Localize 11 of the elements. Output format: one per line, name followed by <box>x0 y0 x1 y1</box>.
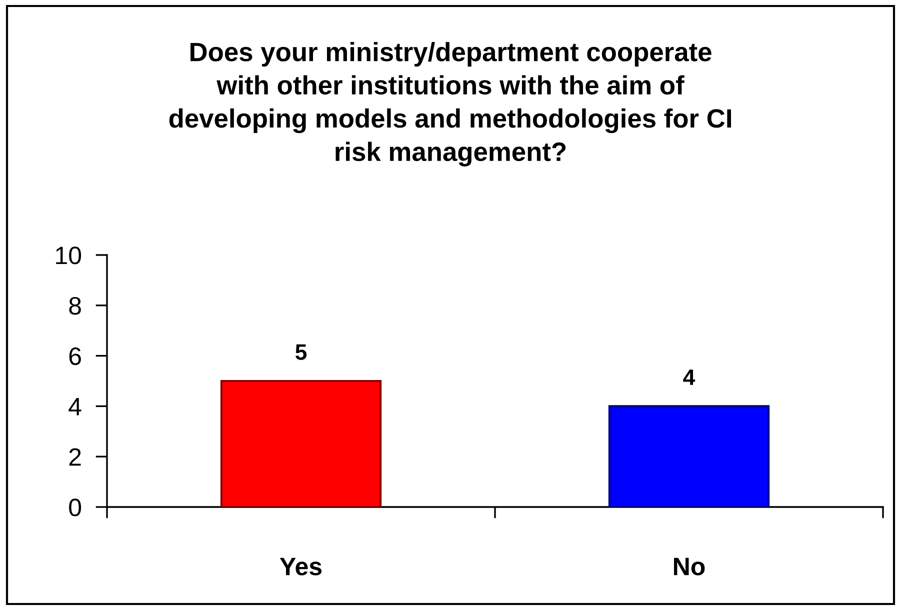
y-tick-label: 10 <box>56 246 82 264</box>
x-tick-label: Yes <box>280 558 322 576</box>
x-tick-label: No <box>674 558 705 576</box>
y-tick-label: 6 <box>69 347 81 366</box>
data-label: 4 <box>683 370 696 385</box>
y-tick-label: 4 <box>68 398 82 416</box>
y-tick-label: 2 <box>69 448 81 466</box>
chart-title: Does your ministry/department cooperate with other institutions with the aim of developing models and methodologies for CI risk management? <box>169 42 731 166</box>
data-label: 5 <box>296 344 307 360</box>
y-tick-label: 8 <box>69 297 81 315</box>
y-tick-label: 0 <box>69 498 82 516</box>
